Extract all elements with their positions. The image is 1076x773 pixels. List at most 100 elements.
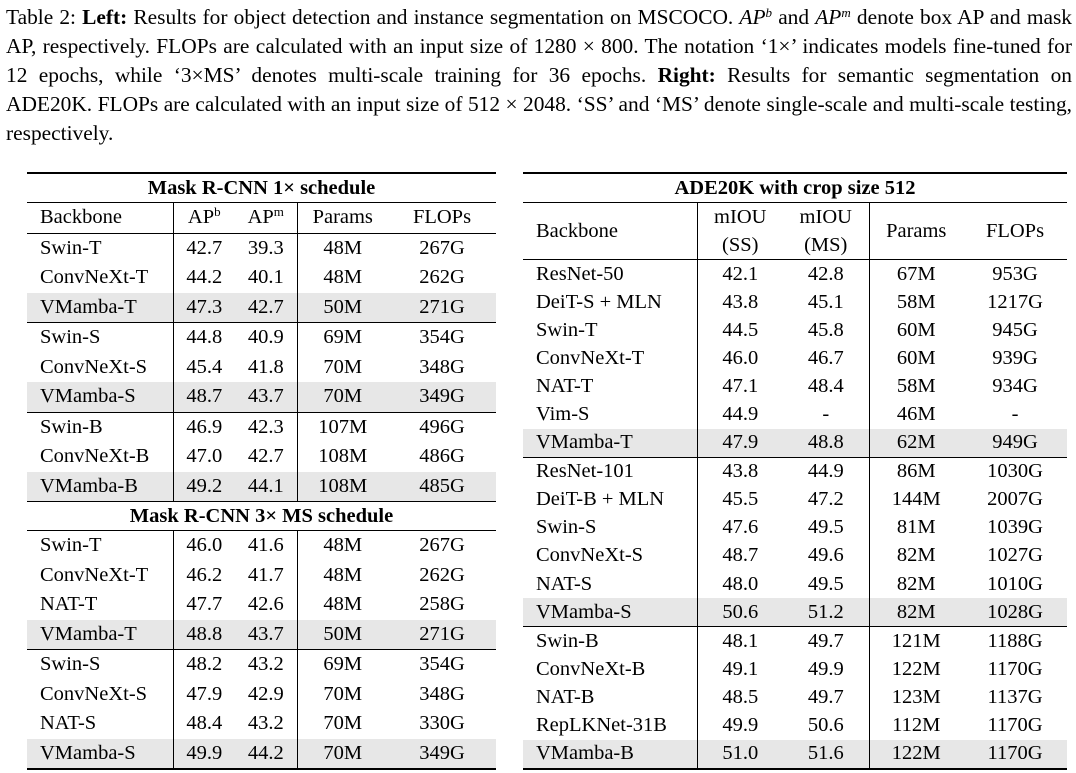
table-row: DeiT-B + MLN 45.5 47.2 144M 2007G (523, 485, 1067, 514)
value-cell: 112M (868, 711, 963, 740)
value-cell: 1010G (987, 572, 1043, 595)
value-cell: 1170G (963, 739, 1067, 769)
value-cell: 258G (419, 593, 465, 616)
value-cell: 70M (296, 709, 388, 739)
backbone-cell: VMamba-S (27, 382, 173, 412)
value-cell: 486G (419, 445, 465, 468)
value-cell: 354G (388, 322, 496, 353)
value-cell: 70M (296, 382, 388, 412)
value-cell: 44.8 (172, 322, 235, 353)
value-cell: 47.3 (172, 292, 235, 323)
value-cell: 51.6 (783, 739, 869, 769)
value-cell: 348G (419, 682, 465, 705)
backbone-cell: VMamba-T (27, 292, 173, 323)
value-cell: 349G (388, 738, 496, 769)
caption-right-label: Right: (657, 63, 716, 87)
caption-part2: denote box AP and mask AP, respectively.… (6, 5, 1072, 87)
caption-and: and (772, 5, 816, 29)
table-row: VMamba-S 48.7 43.7 70M 349G (27, 382, 496, 412)
section-header-row: ADE20K with crop size 512 (523, 173, 1067, 203)
value-cell: 48M (296, 590, 388, 620)
value-cell: 43.7 (235, 619, 297, 650)
value-cell: 354G (388, 649, 496, 680)
value-cell: 485G (388, 471, 496, 502)
value-cell: 48.2 (172, 649, 235, 680)
backbone-cell: ConvNeXt-T (40, 266, 149, 289)
value-cell: 1030G (963, 456, 1067, 486)
value-cell: 86M (868, 456, 963, 486)
value-cell: 43.8 (696, 288, 783, 317)
table-row: NAT-S 48.4 43.2 70M 330G (27, 709, 496, 739)
value-cell: 49.5 (807, 572, 844, 595)
backbone-cell: ResNet-50 (523, 259, 697, 289)
backbone-cell: Vim-S (536, 403, 590, 426)
value-cell: 43.2 (235, 649, 297, 680)
backbone-cell: Swin-S (27, 322, 173, 353)
backbone-cell: RepLKNet-31B (536, 714, 667, 737)
col-apb: APb (172, 202, 235, 233)
col-apb-sup: b (214, 204, 221, 220)
col-apm-text: AP (247, 206, 274, 229)
caption-part1: Results for object detection and instanc… (127, 5, 740, 29)
table-row: Swin-B 46.9 42.3 107M 496G (27, 411, 496, 442)
value-cell: 1028G (963, 598, 1067, 627)
value-cell: 48M (296, 263, 388, 293)
value-cell: 51.0 (696, 739, 783, 769)
value-cell: - (822, 403, 830, 426)
value-cell: 47.2 (807, 488, 844, 511)
caption-apb-sup: b (765, 5, 773, 20)
value-cell: 49.9 (807, 657, 844, 680)
value-cell: 48M (296, 530, 388, 561)
table-row: ConvNeXt-B 47.0 42.7 108M 486G (27, 442, 496, 472)
value-cell: 41.6 (235, 530, 297, 561)
value-cell: 82M (868, 570, 963, 599)
value-cell: 122M (868, 655, 963, 684)
value-cell: 39.3 (235, 232, 297, 263)
backbone-cell: VMamba-B (27, 471, 173, 502)
value-cell: 42.3 (235, 411, 297, 442)
table-row: RepLKNet-31B 49.9 50.6 112M 1170G (523, 711, 1067, 740)
table-row: VMamba-S 49.9 44.2 70M 349G (27, 738, 496, 769)
value-cell: 1170G (987, 657, 1043, 680)
value-cell: 81M (868, 513, 963, 542)
value-cell: 82M (868, 541, 963, 571)
value-cell: 1039G (987, 516, 1043, 539)
value-cell: 49.7 (783, 626, 869, 656)
value-cell: 40.9 (235, 322, 297, 353)
backbone-cell: Swin-B (523, 626, 697, 656)
table-row: Vim-S 44.9 - 46M - (523, 400, 1067, 429)
value-cell: 43.2 (247, 712, 284, 735)
value-cell: 70M (296, 679, 388, 709)
section-header-row: Mask R-CNN 1× schedule (27, 173, 496, 203)
value-cell: 108M (296, 471, 388, 502)
backbone-cell: ResNet-101 (523, 456, 697, 486)
backbone-cell: Swin-T (536, 318, 598, 341)
table-row: NAT-B 48.5 49.7 123M 1137G (523, 683, 1067, 712)
table-row: ConvNeXt-T 46.0 46.7 60M 939G (523, 344, 1067, 373)
table-row: VMamba-B 51.0 51.6 122M 1170G (523, 739, 1067, 769)
value-cell: 348G (419, 355, 465, 378)
value-cell: 1170G (987, 714, 1043, 737)
col-flops: FLOPs (412, 206, 472, 229)
caption-apb: AP (739, 5, 766, 29)
col-miou-ss-line1: mIOU (714, 206, 767, 228)
value-cell: 949G (963, 428, 1067, 458)
table-row: Swin-S 47.6 49.5 81M 1039G (523, 513, 1067, 542)
table-row: Swin-T 46.0 41.6 48M 267G (27, 530, 496, 561)
col-apm: APm (235, 203, 297, 234)
value-cell: 49.9 (172, 738, 235, 769)
value-cell: 44.5 (696, 316, 783, 345)
value-cell: 42.7 (247, 445, 284, 468)
value-cell: 262G (419, 266, 465, 289)
value-cell: 45.8 (807, 318, 844, 341)
backbone-cell: VMamba-T (27, 619, 173, 650)
backbone-cell: Swin-T (27, 530, 173, 561)
value-cell: 49.6 (807, 544, 844, 567)
backbone-cell: NAT-T (40, 593, 98, 616)
value-cell: 48.5 (696, 683, 783, 712)
caption-prefix: Table 2: (6, 5, 83, 29)
value-cell: 121M (868, 626, 963, 656)
value-cell: 45.1 (807, 290, 844, 313)
backbone-cell: VMamba-S (27, 738, 173, 769)
value-cell: 1217G (987, 290, 1043, 313)
